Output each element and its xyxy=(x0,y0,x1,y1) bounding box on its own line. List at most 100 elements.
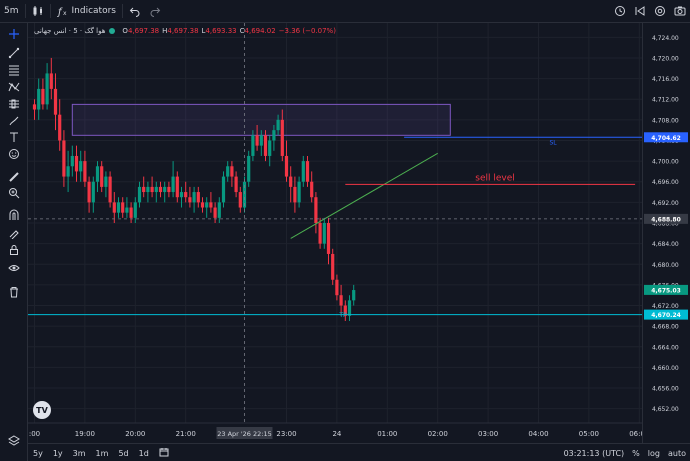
candle xyxy=(343,300,347,321)
candle-body xyxy=(289,176,293,187)
pattern-icon[interactable] xyxy=(4,79,23,95)
utc-clock[interactable]: 03:21:13 (UTC) xyxy=(563,448,625,458)
candle xyxy=(284,140,289,182)
price-tick-label: 4,652.00 xyxy=(652,406,679,413)
replay-icon[interactable] xyxy=(630,0,650,22)
sl-label: SL xyxy=(549,139,557,146)
candle xyxy=(87,176,91,213)
magnet-icon[interactable] xyxy=(4,207,23,223)
auto-toggle[interactable]: auto xyxy=(667,448,686,458)
price-label-1-badge xyxy=(644,284,688,295)
range-1d[interactable]: 1d xyxy=(138,448,149,458)
candles-icon[interactable] xyxy=(28,0,48,22)
candle-body xyxy=(347,300,352,316)
settings-icon[interactable] xyxy=(650,0,670,22)
candle-body xyxy=(171,176,175,193)
candle xyxy=(58,99,62,151)
price-tick-label: 4,692.00 xyxy=(652,200,679,207)
lock-drawing-icon[interactable] xyxy=(4,225,23,241)
camera-icon[interactable] xyxy=(670,0,690,22)
range-3m[interactable]: 3m xyxy=(72,448,86,458)
candle xyxy=(347,295,352,321)
candle xyxy=(255,125,259,151)
candle xyxy=(66,150,70,193)
candle-body xyxy=(79,161,83,172)
candle xyxy=(247,150,251,187)
candle-body xyxy=(217,202,221,218)
price-tick-label: 4,716.00 xyxy=(652,76,679,83)
redo-icon[interactable] xyxy=(145,0,165,22)
candle xyxy=(226,161,230,182)
legend-l-label: L xyxy=(201,27,206,35)
trash-icon[interactable] xyxy=(4,284,23,300)
price-tick-label: 4,680.00 xyxy=(652,262,679,269)
undo-icon[interactable] xyxy=(125,0,145,22)
candle-body xyxy=(41,88,45,105)
candle-body xyxy=(62,140,66,177)
candle-body xyxy=(200,202,205,208)
candle-body xyxy=(125,207,129,213)
price-axis[interactable]: 4,724.00 4,720.00 4,716.00 4,712.00 4,708.00… xyxy=(642,23,690,443)
time-tick-label: 04:00 xyxy=(528,430,548,438)
price-tick-label: 4,668.00 xyxy=(652,324,679,331)
range-1m[interactable]: 1m xyxy=(95,448,109,458)
candle-body xyxy=(226,166,230,177)
emoji-icon[interactable] xyxy=(4,146,23,162)
candle xyxy=(200,197,205,213)
candle xyxy=(184,181,188,203)
crosshair-icon[interactable] xyxy=(4,26,23,42)
ruler-icon[interactable] xyxy=(4,169,23,185)
candle-body xyxy=(87,181,91,203)
candle-body xyxy=(121,202,125,213)
candle-body xyxy=(326,223,331,254)
price-label-2-badge xyxy=(644,309,688,320)
candle xyxy=(221,171,226,208)
candle-body xyxy=(45,73,49,105)
percent-toggle[interactable]: % xyxy=(632,448,640,458)
candle-body xyxy=(133,202,137,218)
candle-body xyxy=(95,166,100,182)
log-toggle[interactable]: log xyxy=(647,448,660,458)
legend-l-value: 4,693.33 xyxy=(205,27,237,35)
zoom-icon[interactable] xyxy=(4,185,23,201)
toolbar-divider xyxy=(121,4,123,18)
price-label-0-label: 4,704.62 xyxy=(651,135,681,142)
price-tick-label: 4,664.00 xyxy=(652,344,679,351)
range-5d[interactable]: 5d xyxy=(118,448,129,458)
candle xyxy=(263,130,268,162)
candle-body xyxy=(53,88,58,115)
candle-body xyxy=(343,305,347,316)
forecast-icon[interactable] xyxy=(4,96,23,112)
fib-icon[interactable] xyxy=(4,62,23,78)
candle-body xyxy=(322,223,326,244)
toolbar-divider xyxy=(49,4,51,18)
eye-icon[interactable] xyxy=(4,260,23,276)
time-tick-label: 24 xyxy=(332,430,341,438)
candle-body xyxy=(335,279,339,296)
candle-body xyxy=(318,223,322,244)
crosshair-price-label: 4,688.80 xyxy=(651,216,681,223)
alert-icon[interactable] xyxy=(610,0,630,22)
candle-body xyxy=(37,88,41,110)
series-legend: هوا گک · 5 · انس جهانی O 4,697.38 H 4,697.… xyxy=(34,25,336,37)
brush-icon[interactable] xyxy=(4,113,23,129)
lock-icon[interactable] xyxy=(4,242,23,258)
candle-body xyxy=(255,135,259,146)
timeframe-button[interactable]: 5m xyxy=(4,6,19,16)
calendar-icon[interactable] xyxy=(154,447,174,459)
tradingview-logo-text: TV xyxy=(36,406,48,415)
candle xyxy=(179,186,184,208)
toolbar-divider xyxy=(24,4,26,18)
candle xyxy=(112,192,116,223)
object-tree-icon[interactable] xyxy=(4,433,23,449)
trendline-icon[interactable] xyxy=(4,45,23,61)
candle-body xyxy=(305,161,310,182)
text-icon[interactable] xyxy=(4,129,23,145)
candle-body xyxy=(209,202,213,208)
tradingview-logo: TV xyxy=(33,401,51,419)
range-5y[interactable]: 5y xyxy=(33,448,43,458)
range-1y[interactable]: 1y xyxy=(52,448,63,458)
price-chart[interactable]: SL sell level TP:00 19:00 20:00 21:00 23:00 24 0… xyxy=(28,23,642,443)
candle xyxy=(301,155,305,187)
